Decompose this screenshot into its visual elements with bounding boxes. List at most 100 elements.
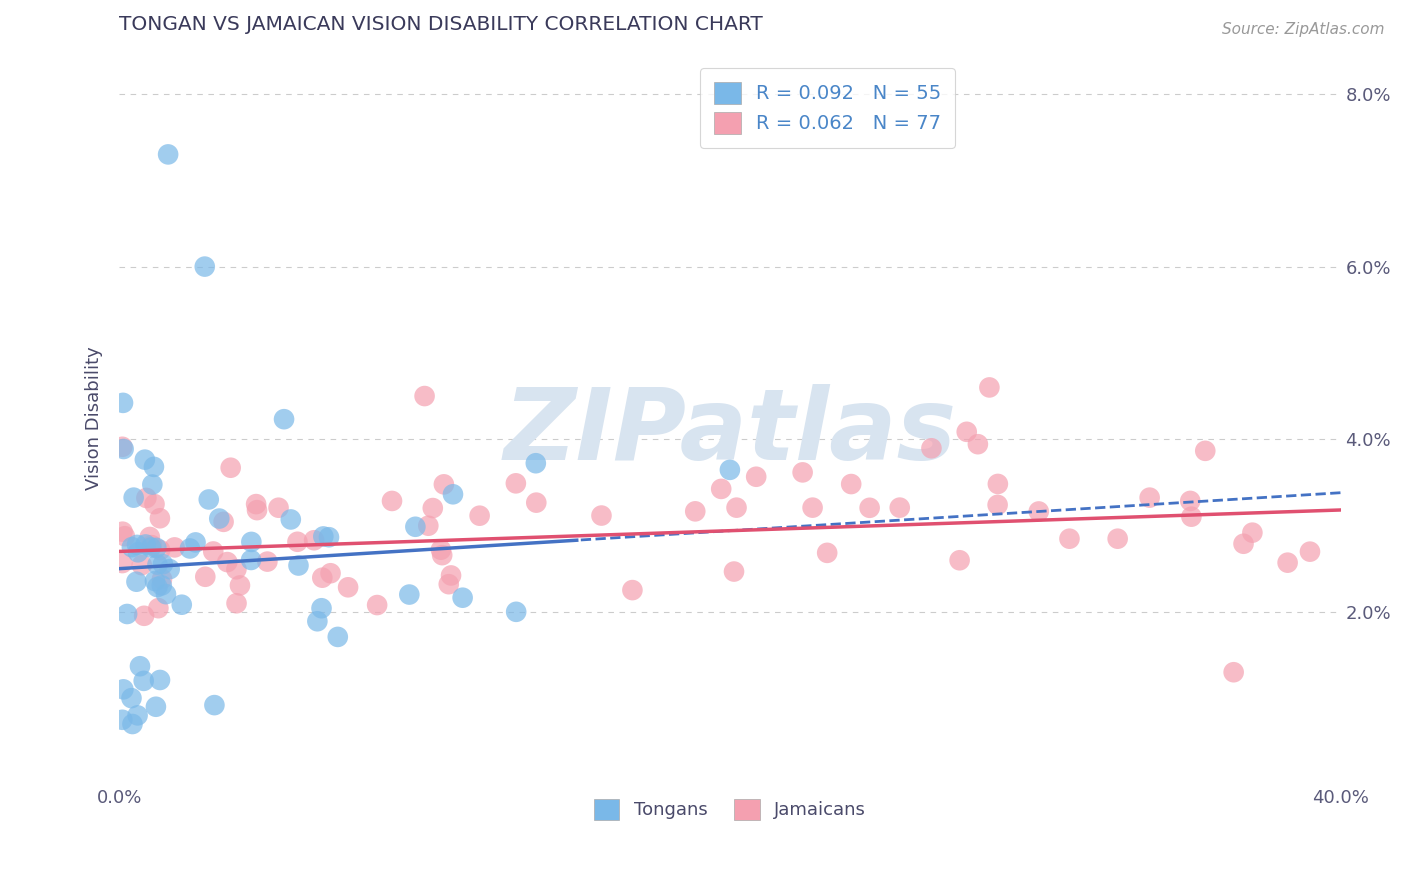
Point — [430, 542, 453, 557]
Point — [125, 574, 148, 589]
Point — [441, 487, 464, 501]
Point — [121, 691, 143, 706]
Point — [229, 578, 252, 592]
Point — [194, 260, 217, 274]
Point — [157, 147, 180, 161]
Point — [312, 529, 335, 543]
Point — [240, 553, 263, 567]
Point — [524, 456, 547, 470]
Point — [505, 605, 527, 619]
Point — [949, 553, 972, 567]
Point — [287, 534, 309, 549]
Point — [149, 543, 172, 558]
Point — [1180, 494, 1202, 508]
Point — [202, 544, 225, 558]
Point — [146, 558, 169, 572]
Point — [280, 512, 302, 526]
Point — [326, 630, 349, 644]
Point — [122, 491, 145, 505]
Point — [141, 538, 163, 552]
Point — [801, 500, 824, 515]
Point — [1194, 443, 1216, 458]
Point — [792, 466, 814, 480]
Legend: Tongans, Jamaicans: Tongans, Jamaicans — [586, 791, 873, 827]
Point — [148, 601, 170, 615]
Point — [150, 572, 173, 586]
Point — [256, 555, 278, 569]
Point — [184, 535, 207, 549]
Point — [245, 497, 267, 511]
Point — [111, 713, 134, 727]
Point — [134, 452, 156, 467]
Point — [127, 545, 149, 559]
Point — [1299, 544, 1322, 558]
Point — [129, 659, 152, 673]
Point — [246, 503, 269, 517]
Point — [432, 548, 454, 562]
Point — [240, 535, 263, 549]
Point — [225, 562, 247, 576]
Point — [1180, 509, 1202, 524]
Point — [440, 568, 463, 582]
Point — [127, 708, 149, 723]
Point — [920, 442, 942, 456]
Point — [159, 562, 181, 576]
Point — [111, 396, 134, 410]
Point — [170, 598, 193, 612]
Point — [683, 504, 706, 518]
Point — [745, 469, 768, 483]
Point — [398, 588, 420, 602]
Point — [179, 541, 201, 556]
Point — [132, 608, 155, 623]
Point — [146, 580, 169, 594]
Point — [121, 540, 143, 554]
Point — [437, 577, 460, 591]
Point — [621, 583, 644, 598]
Point — [142, 459, 165, 474]
Point — [505, 476, 527, 491]
Point — [859, 500, 882, 515]
Point — [145, 541, 167, 555]
Point — [1107, 532, 1129, 546]
Point — [381, 494, 404, 508]
Point — [112, 682, 135, 697]
Point — [524, 496, 547, 510]
Point — [149, 511, 172, 525]
Point — [143, 574, 166, 588]
Point — [112, 442, 135, 456]
Point — [1232, 537, 1254, 551]
Point — [839, 477, 862, 491]
Point — [987, 498, 1010, 512]
Point — [311, 571, 333, 585]
Point — [125, 538, 148, 552]
Point — [219, 460, 242, 475]
Text: TONGAN VS JAMAICAN VISION DISABILITY CORRELATION CHART: TONGAN VS JAMAICAN VISION DISABILITY COR… — [120, 15, 763, 34]
Point — [208, 511, 231, 525]
Point — [287, 558, 309, 573]
Point — [212, 515, 235, 529]
Point — [418, 518, 440, 533]
Point — [967, 437, 990, 451]
Point — [318, 530, 340, 544]
Point — [163, 541, 186, 555]
Point — [302, 533, 325, 548]
Point — [114, 529, 136, 543]
Point — [1241, 525, 1264, 540]
Point — [111, 556, 134, 570]
Point — [366, 598, 388, 612]
Y-axis label: Vision Disability: Vision Disability — [86, 346, 103, 490]
Point — [155, 587, 177, 601]
Point — [111, 524, 134, 539]
Point — [194, 570, 217, 584]
Point — [591, 508, 613, 523]
Point — [889, 500, 911, 515]
Point — [311, 601, 333, 615]
Point — [204, 698, 226, 712]
Point — [132, 673, 155, 688]
Point — [149, 673, 172, 687]
Point — [131, 558, 153, 573]
Point — [815, 546, 838, 560]
Point — [135, 537, 157, 551]
Point — [145, 699, 167, 714]
Point — [468, 508, 491, 523]
